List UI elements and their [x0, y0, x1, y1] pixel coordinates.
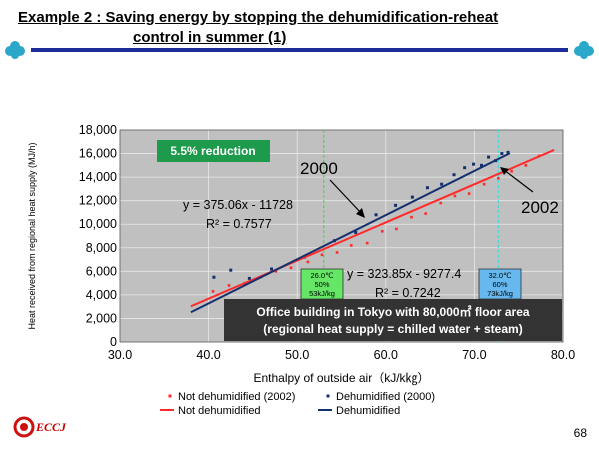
- point-not-dehumidified: [320, 253, 324, 257]
- condition-box-right-text: 60%: [492, 280, 507, 289]
- r2-not-dehumidified: R² = 0.7242: [375, 286, 441, 300]
- x-tick-label: 70.0: [462, 348, 486, 362]
- y-tick-label: 16,000: [79, 147, 117, 161]
- point-dehumidified: [440, 182, 444, 186]
- point-not-dehumidified: [227, 284, 231, 287]
- condition-box-right-text: 73kJ/kg: [487, 289, 513, 298]
- point-not-dehumidified: [306, 260, 310, 264]
- point-dehumidified: [500, 152, 504, 156]
- point-dehumidified: [487, 155, 491, 159]
- point-dehumidified: [247, 276, 251, 280]
- condition-box-right-text: 32.0℃: [488, 271, 512, 280]
- reduction-label: 5.5% reduction: [170, 144, 255, 158]
- slide-title-line1: Example 2 : Saving energy by stopping th…: [18, 9, 499, 26]
- arrowhead-2000: [356, 208, 365, 218]
- point-not-dehumidified: [211, 290, 215, 293]
- slide-title-line2: control in summer (1): [133, 29, 287, 46]
- x-tick-label: 50.0: [285, 348, 309, 362]
- point-dehumidified: [229, 268, 233, 272]
- point-dehumidified: [479, 163, 483, 167]
- point-not-dehumidified: [510, 169, 513, 173]
- arrow-2002: [503, 169, 534, 193]
- point-dehumidified: [270, 267, 274, 271]
- arrowhead-2002: [500, 167, 509, 175]
- y-tick-label: 6,000: [86, 264, 117, 278]
- arrow-2000: [329, 179, 363, 215]
- point-not-dehumidified: [274, 270, 278, 273]
- condition-box-left-text: 26.0℃: [310, 271, 334, 280]
- point-not-dehumidified: [349, 244, 353, 247]
- x-tick-label: 40.0: [196, 348, 220, 362]
- point-not-dehumidified: [395, 227, 398, 231]
- clover-left-icon: [5, 41, 25, 59]
- legend-label: Dehumidified (2000): [336, 391, 435, 403]
- point-not-dehumidified: [365, 241, 369, 245]
- y-tick-label: 12,000: [79, 194, 117, 208]
- y-tick-label: 18,000: [79, 123, 117, 137]
- point-not-dehumidified: [424, 212, 427, 215]
- x-axis-title: Enthalpy of outside air（kJ/k㎏）: [253, 371, 429, 385]
- point-not-dehumidified: [524, 164, 528, 167]
- page-number: 68: [573, 426, 587, 440]
- condition-box-left-text: 50%: [314, 280, 329, 289]
- trendline-not-dehumidified: [190, 149, 555, 308]
- equation-dehumidified: y = 375.06x - 11728: [183, 198, 293, 212]
- point-not-dehumidified: [439, 201, 443, 205]
- condition-box-right: [478, 268, 522, 300]
- building-note-line1: Office building in Tokyo with 80,000㎡ fl…: [256, 304, 529, 319]
- point-dehumidified: [472, 162, 476, 166]
- y-tick-label: 8,000: [86, 241, 117, 255]
- legend-label: Not dehumidified (2002): [178, 391, 295, 403]
- building-note-line2: (regional heat supply = chilled water + …: [263, 322, 522, 336]
- point-dehumidified: [394, 203, 398, 207]
- point-dehumidified: [425, 186, 429, 190]
- point-not-dehumidified: [380, 229, 384, 233]
- y-tick-label: 4,000: [86, 288, 117, 302]
- clover-right-icon: [574, 41, 594, 59]
- legend-label: Dehumidified: [336, 405, 400, 417]
- equation-not-dehumidified: y = 323.85x - 9277.4: [347, 267, 461, 281]
- legend-marker-dot: [168, 394, 172, 398]
- y-tick-label: 14,000: [79, 170, 117, 184]
- plot-border: [119, 129, 564, 343]
- label-2002: 2002: [521, 198, 559, 217]
- x-tick-label: 60.0: [374, 348, 398, 362]
- y-tick-label: 2,000: [86, 311, 117, 325]
- point-dehumidified: [452, 173, 456, 177]
- trendline-dehumidified: [190, 152, 511, 314]
- point-not-dehumidified: [467, 192, 471, 195]
- point-dehumidified: [212, 275, 216, 279]
- point-not-dehumidified: [453, 194, 457, 198]
- point-dehumidified: [374, 213, 378, 217]
- point-not-dehumidified: [289, 266, 293, 270]
- condition-box-left-text: 53kJ/kg: [309, 289, 335, 298]
- eccj-logo-icon: [13, 416, 35, 438]
- point-not-dehumidified: [335, 251, 339, 254]
- y-tick-label: 0: [110, 335, 117, 349]
- point-dehumidified: [463, 166, 467, 170]
- r2-dehumidified: R² = 0.7577: [206, 217, 272, 231]
- logo-text: ECCJ: [36, 420, 67, 434]
- x-tick-label: 30.0: [108, 348, 132, 362]
- legend-label: Not dehumidified: [178, 405, 261, 417]
- reduction-box: [157, 140, 270, 162]
- y-axis-title: Heat received from regional heat supply …: [27, 142, 37, 329]
- point-not-dehumidified: [497, 176, 500, 180]
- point-dehumidified: [506, 150, 510, 154]
- point-dehumidified: [354, 230, 358, 234]
- point-not-dehumidified: [482, 182, 486, 186]
- y-tick-label: 10,000: [79, 217, 117, 231]
- x-tick-label: 80.0: [551, 348, 575, 362]
- point-not-dehumidified: [410, 215, 413, 219]
- condition-box-left: [300, 268, 344, 300]
- building-note-box: [224, 299, 562, 341]
- title-rule: [31, 48, 568, 52]
- legend-marker-dot: [326, 394, 330, 398]
- point-dehumidified: [410, 195, 414, 199]
- label-2000: 2000: [300, 159, 338, 178]
